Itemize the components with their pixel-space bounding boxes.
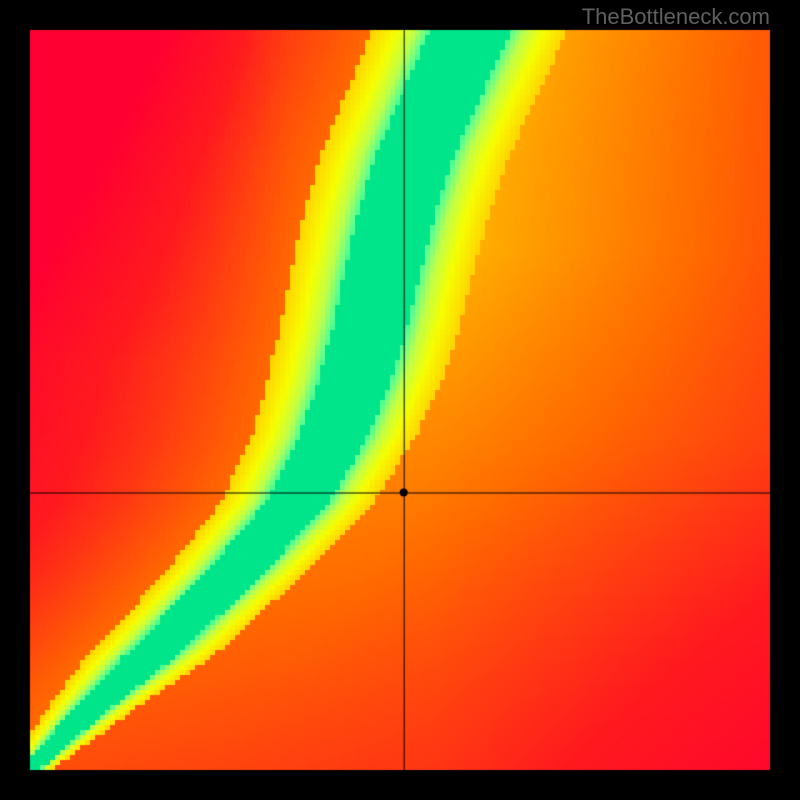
- watermark-text: TheBottleneck.com: [582, 4, 770, 30]
- crosshair-overlay: [0, 0, 800, 800]
